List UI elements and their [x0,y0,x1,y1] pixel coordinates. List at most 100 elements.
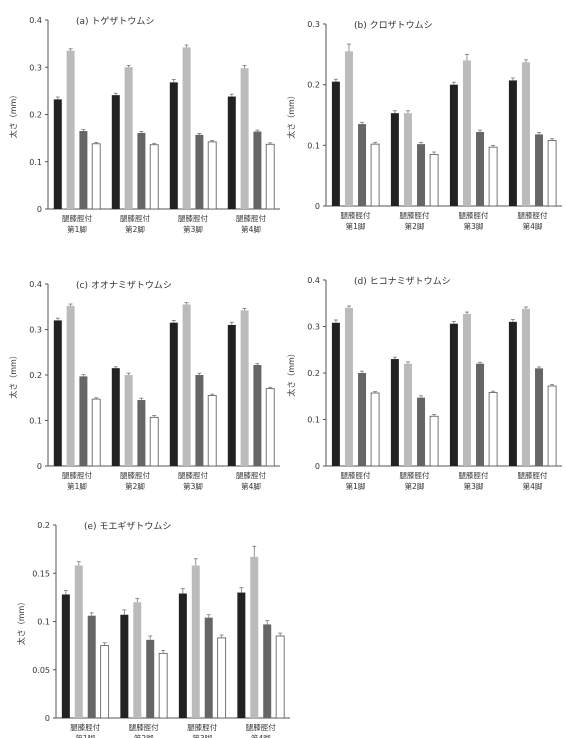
chart-panel-2: 00.10.20.3 (b) クロザトウムシ太さ（mm）腿膝脛付第1脚腿膝脛付第2… [286,20,562,231]
bar [91,398,101,467]
bar [204,617,213,718]
segment-label: 腿膝脛付 [178,470,208,480]
category-label: 第3脚 [183,224,203,234]
segment-label: 腿膝脛付 [120,213,150,223]
category-label: 第4脚 [251,733,271,738]
y-axis-label: 太さ（mm） [286,91,296,139]
category-label: 第1脚 [67,481,87,491]
y-axis-label: 太さ（mm） [8,351,18,399]
bar [390,359,399,466]
bar [207,141,217,210]
segment-label: 腿膝脛付 [341,470,371,480]
y-tick-label: 0 [315,462,320,471]
bar [521,308,530,466]
bar [227,324,236,466]
bar [53,320,62,466]
category-label: 第2脚 [405,481,425,491]
bar [137,400,146,466]
bar [178,593,187,718]
bar [111,95,120,209]
bar [429,154,439,207]
y-tick-label: 0 [37,205,42,214]
chart-title: (b) クロザトウムシ [354,20,433,31]
bar [195,134,204,209]
bar [344,307,353,466]
segment-label: 腿膝脛付 [178,213,208,223]
bar [240,310,249,466]
bar [488,146,498,207]
bar [217,637,227,719]
segment-label: 腿膝脛付 [518,470,548,480]
bar [265,388,275,467]
category-label: 第4脚 [523,221,543,231]
bar [66,305,75,466]
y-tick-label: 0.15 [32,569,50,578]
bar [53,99,62,209]
segment-label: 腿膝脛付 [400,210,430,220]
bar [417,397,426,466]
bar [124,67,133,209]
y-tick-label: 0.1 [29,417,42,426]
bar [462,313,471,466]
category-label: 第3脚 [464,481,484,491]
category-label: 第3脚 [192,733,212,738]
y-tick-label: 0.1 [37,618,50,627]
bar [265,143,275,210]
bar [100,645,110,719]
bar [240,68,249,209]
bar [169,322,178,466]
y-tick-label: 0.4 [29,280,42,289]
bar [263,624,272,718]
bar [79,131,88,209]
bar [124,375,133,466]
bar [535,368,544,466]
bar [390,113,399,206]
bar [403,113,412,206]
bar [191,565,200,718]
category-label: 第4脚 [241,224,261,234]
chart-title: (e) モエギザトウムシ [84,521,171,532]
bar [417,144,426,206]
bar [449,323,458,466]
segment-label: 腿膝脛付 [341,210,371,220]
bar [358,373,367,466]
bar [331,322,340,466]
chart-title: (d) ヒコナミザトウムシ [354,276,451,287]
category-label: 第2脚 [125,224,145,234]
bar [182,47,191,209]
segment-label: 腿膝脛付 [70,722,100,732]
category-label: 第1脚 [67,224,87,234]
category-label: 第1脚 [346,221,366,231]
bar [149,416,159,467]
y-axis-label: 太さ（mm） [16,598,26,646]
segment-label: 腿膝脛付 [400,470,430,480]
y-tick-label: 0.2 [29,371,42,380]
bar [547,385,557,467]
bar [74,565,83,718]
segment-label: 腿膝脛付 [236,213,266,223]
bar [146,639,155,718]
bar [403,363,412,466]
bar [508,80,517,206]
bar [253,131,262,209]
bar [331,81,340,206]
segment-label: 腿膝脛付 [62,470,92,480]
bar [521,62,530,206]
bar [547,140,557,207]
bar [358,124,367,206]
segment-label: 腿膝脛付 [236,470,266,480]
bar [111,368,120,466]
bar [449,84,458,206]
category-label: 第4脚 [241,481,261,491]
y-tick-label: 0.05 [32,666,50,675]
bar [133,602,142,718]
y-axis-label: 太さ（mm） [8,91,18,139]
y-tick-label: 0.2 [307,369,320,378]
y-tick-label: 0.4 [307,276,320,285]
chart-panel-3: 00.10.20.30.4 (c) オオナミザトウムシ太さ（mm）腿膝脛付第1脚腿… [8,280,280,491]
bar [207,395,217,467]
bar [79,376,88,466]
y-tick-label: 0.3 [29,326,42,335]
bar [275,635,285,719]
bar [476,363,485,466]
